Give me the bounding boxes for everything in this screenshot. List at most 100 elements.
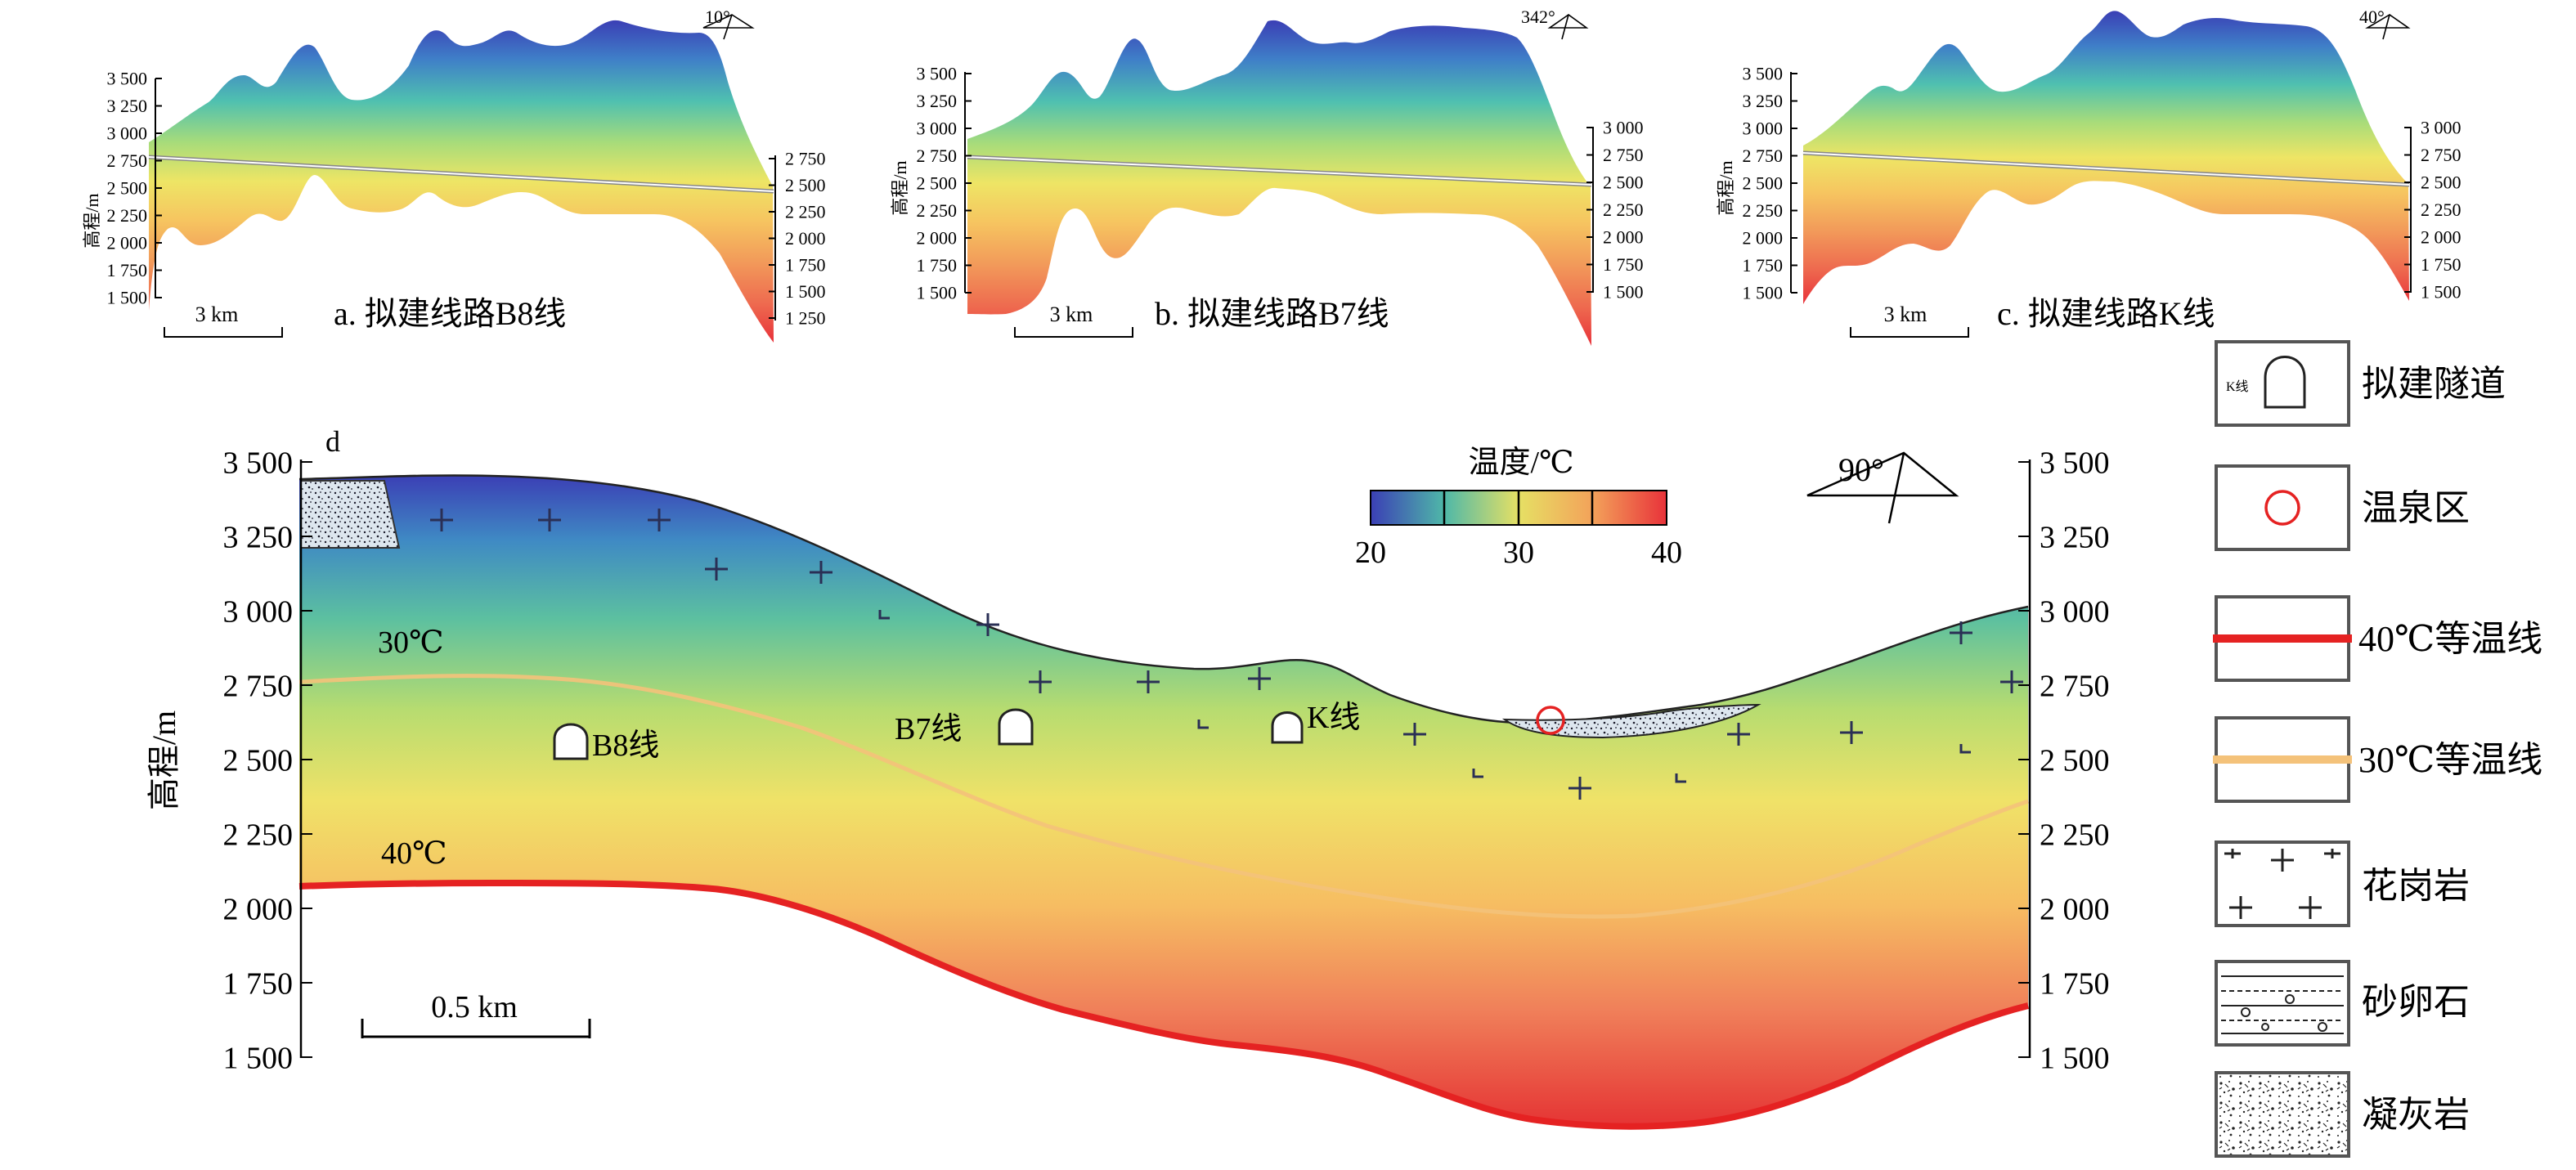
panel-d-left-tick-label: 1 500 [223, 1041, 294, 1075]
legend-granite-icon [2224, 849, 2340, 919]
panel-d-right-tick-label: 1 500 [2040, 1041, 2110, 1075]
panel-d-right-tick-label: 3 250 [2040, 520, 2110, 554]
panel-d-tunnel-b8 [553, 723, 589, 760]
granite-plus-marker [648, 509, 671, 531]
panel-a-left-tick-label: 3 250 [107, 96, 148, 116]
panel-a-left-ticks: 3 500 3 250 3 000 2 750 2 500 2 250 2 000 1 750… [107, 69, 162, 308]
panel-d-tunnel-b7-label: B7线 [895, 712, 962, 746]
panel-d-right-tick-label: 2 500 [2040, 743, 2110, 778]
panel-a-left-tick-label: 3 500 [107, 69, 148, 89]
panel-b-left-tick-label: 3 500 [917, 64, 958, 84]
panel-a-right-tick-label: 2 750 [785, 149, 826, 169]
panel-b-left-tick-label: 2 500 [917, 173, 958, 194]
panel-b-right-tick-label: 1 750 [1603, 254, 1644, 275]
legend-label-granite: 花岗岩 [2362, 866, 2470, 906]
colorbar-tick-mid: 30 [1503, 536, 1534, 570]
panel-d-right-tick-label: 3 500 [2040, 446, 2110, 480]
legend-label-iso30: 30℃等温线 [2358, 740, 2542, 780]
panel-b-right-tick-label: 2 000 [1603, 227, 1644, 248]
panel-c-left-tick-label: 1 750 [1743, 255, 1784, 276]
panel-a-right-tick-label: 1 250 [785, 308, 826, 329]
panel-d-right-ticks: 3 500 3 250 3 000 2 750 2 500 2 250 2 000 1 750… [2018, 446, 2110, 1075]
panel-a-azimuth-icon [702, 14, 755, 40]
legend-label-iso40: 40℃等温线 [2358, 619, 2542, 659]
panel-b-azimuth: 342° [1521, 7, 1555, 27]
panel-c-right-tick-label: 3 000 [2421, 118, 2462, 138]
panel-a-right-tick-label: 2 500 [785, 175, 826, 195]
panel-c-right-tick-label: 2 000 [2421, 227, 2462, 248]
colorbar-dividers [1443, 491, 1594, 525]
panel-a-left-tick-label: 2 250 [107, 205, 148, 226]
panel-d-left-tick-label: 3 500 [223, 446, 294, 480]
panel-b-left-tick-label: 1 750 [917, 255, 958, 276]
panel-d-tunnel-k-label: K线 [1307, 701, 1360, 735]
legend-gravel-icon [2221, 975, 2344, 1034]
granite-plus-marker [1029, 670, 1052, 693]
granite-plus-marker [1727, 723, 1750, 746]
panel-d-scale-label: 0.5 km [431, 990, 518, 1024]
legend-tunnel-icon [2264, 356, 2306, 409]
panel-d-left-tick-label: 2 500 [223, 743, 294, 778]
panel-c-right-ticks: 3 000 2 750 2 500 2 250 2 000 1 750 1 500 [2404, 118, 2462, 303]
panel-d-right-tick-label: 2 750 [2040, 669, 2110, 703]
legend-label-tuff: 凝灰岩 [2362, 1095, 2470, 1135]
panel-c-scale-label: 3 km [1884, 303, 1928, 326]
panel-c-left-tick-label: 3 500 [1743, 64, 1784, 84]
granite-plus-marker [1137, 670, 1160, 693]
panel-a-left-tick-label: 3 000 [107, 123, 148, 144]
granite-plus-marker [1248, 667, 1271, 690]
panel-a-right-tick-label: 2 250 [785, 202, 826, 222]
granite-plus-marker [2000, 670, 2023, 693]
panel-a-right-tick-label: 1 500 [785, 281, 826, 302]
panel-d-hot-spring [1536, 706, 1565, 735]
panel-b-ylabel: 高程/m [890, 160, 910, 215]
panel-c-right-tick-label: 1 750 [2421, 254, 2462, 275]
panel-b-left-tick-label: 2 750 [917, 146, 958, 166]
panel-b-left-tick-label: 3 000 [917, 119, 958, 139]
granite-plus-marker [1568, 777, 1591, 800]
panel-a-ylabel: 高程/m [82, 193, 102, 248]
granite-corner-marker [878, 610, 890, 620]
panel-d-isotherm-30 [298, 674, 2029, 919]
panel-d-right-tick-label: 3 000 [2040, 594, 2110, 629]
panel-c-right-tick-label: 2 750 [2421, 145, 2462, 165]
panel-c-left-tick-label: 2 500 [1743, 173, 1784, 194]
panel-b-azimuth-icon [1547, 14, 1589, 40]
panel-d-azimuth: 90° [1838, 451, 1884, 488]
panel-b-right-tick-label: 2 500 [1603, 173, 1644, 193]
panel-c-right-tick-label: 2 500 [2421, 173, 2462, 193]
panel-c-right-tick-label: 2 250 [2421, 199, 2462, 220]
panel-b-left-tick-label: 2 250 [917, 200, 958, 221]
granite-corner-marker [1197, 719, 1209, 729]
legend-tunnel-icon-text: K线 [2226, 379, 2249, 394]
panel-d-label: d [325, 425, 340, 458]
panel-c-left-tick-label: 3 000 [1743, 119, 1784, 139]
granite-plus-marker [976, 613, 999, 636]
panel-a-right-tick-label: 2 000 [785, 228, 826, 249]
panel-d-granite-markers [430, 509, 2023, 800]
panel-a-left-tick-label: 2 750 [107, 150, 148, 171]
granite-plus-marker [705, 558, 728, 581]
legend-box-hot-spring [2215, 464, 2350, 551]
granite-corner-marker [1472, 769, 1483, 778]
panel-b-scale-label: 3 km [1050, 303, 1093, 326]
panel-d-iso30-label: 30℃ [378, 625, 444, 660]
panel-c-left-tick-label: 2 750 [1743, 146, 1784, 166]
panel-d-azimuth-icon [1806, 451, 1959, 524]
panel-d-tuff-block [300, 480, 401, 549]
panel-b-right-tick-label: 2 250 [1603, 199, 1644, 220]
panel-c: 3 500 3 250 3 000 2 750 2 500 2 250 2 000 1 750… [1716, 7, 2462, 338]
legend-label-tunnel: 拟建隧道 [2362, 364, 2506, 404]
granite-plus-marker [1950, 621, 1972, 644]
granite-corner-marker [1959, 744, 1971, 754]
panel-c-left-tick-label: 2 000 [1743, 228, 1784, 249]
legend-box-gravel [2215, 960, 2350, 1047]
panel-d-ylabel: 高程/m [146, 711, 182, 810]
panel-d-right-tick-label: 2 000 [2040, 892, 2110, 926]
panel-d-isotherm-40 [298, 879, 2029, 1130]
panel-b-caption: b. 拟建线路B7线 [1155, 295, 1389, 332]
granite-corner-marker [1675, 773, 1686, 783]
legend-label-hot-spring: 温泉区 [2362, 488, 2470, 528]
legend-label-gravel: 砂卵石 [2362, 982, 2470, 1022]
panel-b-left-ticks: 3 500 3 250 3 000 2 750 2 500 2 250 2 000 1 750… [917, 64, 972, 303]
